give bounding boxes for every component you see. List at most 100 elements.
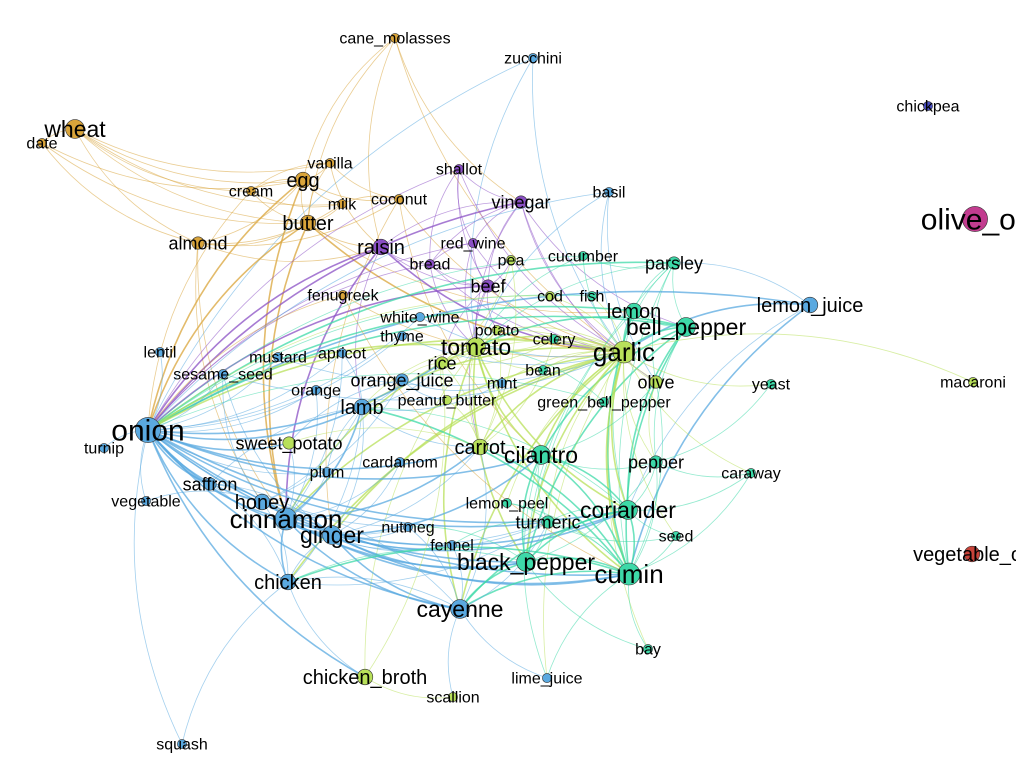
edge-wheat-vanilla	[74, 128, 331, 173]
node-lentil[interactable]	[155, 347, 165, 357]
node-orange[interactable]	[311, 385, 321, 395]
node-rice[interactable]	[435, 356, 449, 370]
node-nutmeg[interactable]	[403, 522, 413, 532]
node-lamb[interactable]	[353, 398, 371, 416]
node-almond[interactable]	[191, 236, 205, 250]
node-label-carrot: carrot	[454, 437, 506, 459]
node-parsley[interactable]	[667, 256, 681, 270]
node-vanilla[interactable]	[325, 158, 335, 168]
node-cane-molasses[interactable]	[390, 33, 400, 43]
node-fennel[interactable]	[447, 540, 457, 550]
node-label-garlic: garlic	[593, 337, 655, 367]
node-chicken[interactable]	[279, 573, 297, 591]
node-vinegar[interactable]	[514, 195, 528, 209]
node-tomato[interactable]	[466, 337, 486, 357]
edge-onion-thyme	[147, 335, 403, 431]
node-lemon[interactable]	[625, 302, 643, 320]
node-lemon-peel[interactable]	[502, 498, 512, 508]
node-milk[interactable]	[337, 199, 347, 209]
node-bean[interactable]	[538, 365, 548, 375]
node-label-vinegar: vinegar	[491, 192, 550, 212]
node-yeast[interactable]	[766, 379, 776, 389]
node-cucumber[interactable]	[578, 251, 588, 261]
node-vegetable-oil[interactable]	[963, 545, 981, 563]
node-raisin[interactable]	[372, 238, 390, 256]
node-thyme[interactable]	[397, 331, 407, 341]
node-seed[interactable]	[671, 531, 681, 541]
edge-shallot-vinegar	[458, 168, 522, 203]
node-bay[interactable]	[643, 644, 653, 654]
node-label-lemon-juice: lemon_juice	[757, 295, 864, 317]
edge-cayenne-lime_juice	[459, 608, 548, 679]
node-coconut[interactable]	[394, 194, 404, 204]
node-olive-oil[interactable]	[962, 206, 988, 232]
node-date[interactable]	[37, 138, 47, 148]
node-label-red-wine: red_wine	[441, 236, 506, 253]
edge-black_pepper-bay	[525, 561, 649, 650]
node-scallion[interactable]	[448, 692, 458, 702]
node-label-lamb: lamb	[340, 397, 383, 419]
node-beef[interactable]	[481, 279, 495, 293]
node-mint[interactable]	[497, 378, 507, 388]
node-sesame-seed[interactable]	[218, 369, 228, 379]
edge-garlic-potato	[496, 326, 625, 353]
node-egg[interactable]	[294, 171, 312, 189]
node-cardamom[interactable]	[395, 457, 405, 467]
node-chicken-broth[interactable]	[356, 668, 374, 686]
node-chickpea[interactable]	[923, 101, 933, 111]
node-cod[interactable]	[545, 291, 555, 301]
node-caraway[interactable]	[746, 468, 756, 478]
node-cinnamon[interactable]	[274, 507, 298, 531]
node-pepper[interactable]	[649, 455, 663, 469]
node-black-pepper[interactable]	[516, 552, 536, 572]
node-zucchini[interactable]	[528, 53, 538, 63]
node-cumin[interactable]	[617, 562, 641, 586]
node-basil[interactable]	[604, 187, 614, 197]
node-red-wine[interactable]	[468, 238, 478, 248]
node-squash[interactable]	[177, 739, 187, 749]
edge-cilantro-pepper	[540, 454, 657, 470]
node-vegetable[interactable]	[141, 496, 151, 506]
edge-vinegar-onion	[147, 201, 522, 431]
node-honey[interactable]	[253, 493, 271, 511]
node-green-bell-pepper[interactable]	[599, 397, 609, 407]
node-fish[interactable]	[587, 291, 597, 301]
node-saffron[interactable]	[203, 477, 217, 491]
node-wheat[interactable]	[65, 119, 85, 139]
node-macaroni[interactable]	[968, 377, 978, 387]
node-carrot[interactable]	[471, 438, 489, 456]
node-plum[interactable]	[322, 467, 332, 477]
node-label-lime-juice: lime_juice	[511, 671, 582, 688]
node-celery[interactable]	[549, 334, 559, 344]
node-white-wine[interactable]	[415, 312, 425, 322]
node-ginger[interactable]	[322, 525, 342, 545]
node-pea[interactable]	[506, 255, 516, 265]
node-label-pepper: pepper	[628, 452, 684, 472]
node-cream[interactable]	[246, 186, 256, 196]
node-lime-juice[interactable]	[542, 673, 552, 683]
node-turmeric[interactable]	[541, 515, 555, 529]
node-label-vegetable-oil: vegetable_oil	[913, 544, 1016, 566]
node-peanut-butter[interactable]	[442, 395, 452, 405]
node-fenugreek[interactable]	[338, 290, 348, 300]
node-olive[interactable]	[649, 375, 663, 389]
node-coriander[interactable]	[618, 500, 638, 520]
node-cilantro[interactable]	[531, 445, 551, 465]
edge-turmeric-seed	[547, 521, 677, 542]
node-bell-pepper[interactable]	[676, 317, 696, 337]
node-cayenne[interactable]	[450, 599, 470, 619]
node-garlic[interactable]	[612, 340, 636, 364]
node-mustard[interactable]	[273, 352, 283, 362]
node-bread[interactable]	[425, 259, 435, 269]
node-butter[interactable]	[299, 214, 317, 232]
node-turnip[interactable]	[99, 443, 109, 453]
node-onion[interactable]	[135, 417, 161, 443]
edge-raisin-onion	[147, 246, 382, 431]
node-lemon-juice[interactable]	[801, 296, 819, 314]
node-sweet-potato[interactable]	[282, 436, 296, 450]
node-apricot[interactable]	[337, 348, 347, 358]
node-potato[interactable]	[492, 325, 502, 335]
node-orange-juice[interactable]	[395, 373, 409, 387]
node-shallot[interactable]	[454, 164, 464, 174]
